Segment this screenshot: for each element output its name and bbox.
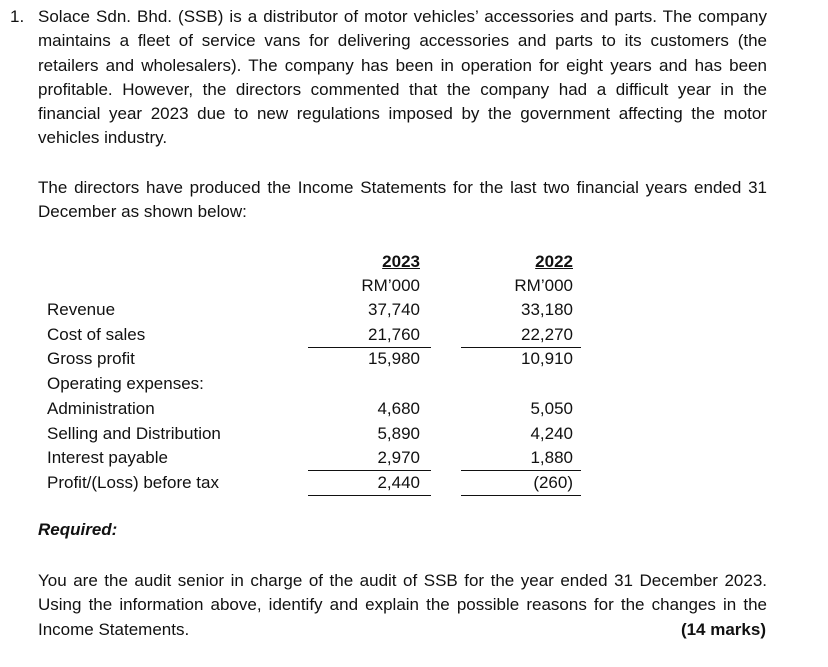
row-value: 5,050 (530, 398, 573, 418)
row-value: 33,180 (521, 300, 573, 319)
row-value: 1,880 (530, 448, 573, 468)
underline (308, 346, 431, 348)
row-label: Operating expenses: (47, 374, 204, 394)
row-value: 5,890 (377, 423, 420, 443)
column-unit: RM’000 (514, 276, 573, 295)
question-number: 1. (10, 7, 25, 26)
marks: (14 marks) (680, 620, 766, 639)
row-value: 4,680 (377, 398, 420, 418)
task-text: You are the audit senior in charge of th… (38, 571, 767, 639)
row-value: 21,760 (368, 324, 420, 344)
lead-paragraph: The directors have produced the Income S… (38, 178, 767, 222)
row-value: (260) (533, 472, 573, 492)
column-year: 2022 (535, 252, 573, 271)
underline (461, 470, 581, 472)
row-value: 4,240 (530, 423, 573, 443)
row-value: 10,910 (521, 349, 573, 369)
row-value: 22,270 (521, 324, 573, 344)
row-label: Profit/(Loss) before tax (47, 472, 219, 492)
row-value: 15,980 (368, 349, 420, 369)
column-unit: RM’000 (361, 276, 420, 295)
row-label: Interest payable (47, 448, 168, 468)
row-label: Cost of sales (47, 324, 146, 344)
row-label: Selling and Distribution (47, 423, 221, 443)
task-paragraph: You are the audit senior in charge of th… (38, 569, 767, 642)
row-label: Revenue (47, 300, 116, 319)
row-label: Gross profit (47, 349, 135, 369)
underline (308, 470, 431, 472)
underline (461, 346, 581, 348)
underline (461, 494, 581, 496)
row-value: 37,740 (368, 300, 420, 319)
intro-paragraph: Solace Sdn. Bhd. (SSB) is a distributor … (38, 7, 767, 148)
row-label: Administration (47, 398, 155, 418)
required-heading: Required: (38, 520, 118, 539)
income-statement: 2023 RM’000 2022 RM’000 Revenue 37,740 33,180 C… (47, 252, 581, 496)
row-value: 2,970 (377, 448, 420, 468)
column-year: 2023 (382, 252, 420, 271)
underline (308, 494, 431, 496)
row-value: 2,440 (377, 472, 420, 492)
